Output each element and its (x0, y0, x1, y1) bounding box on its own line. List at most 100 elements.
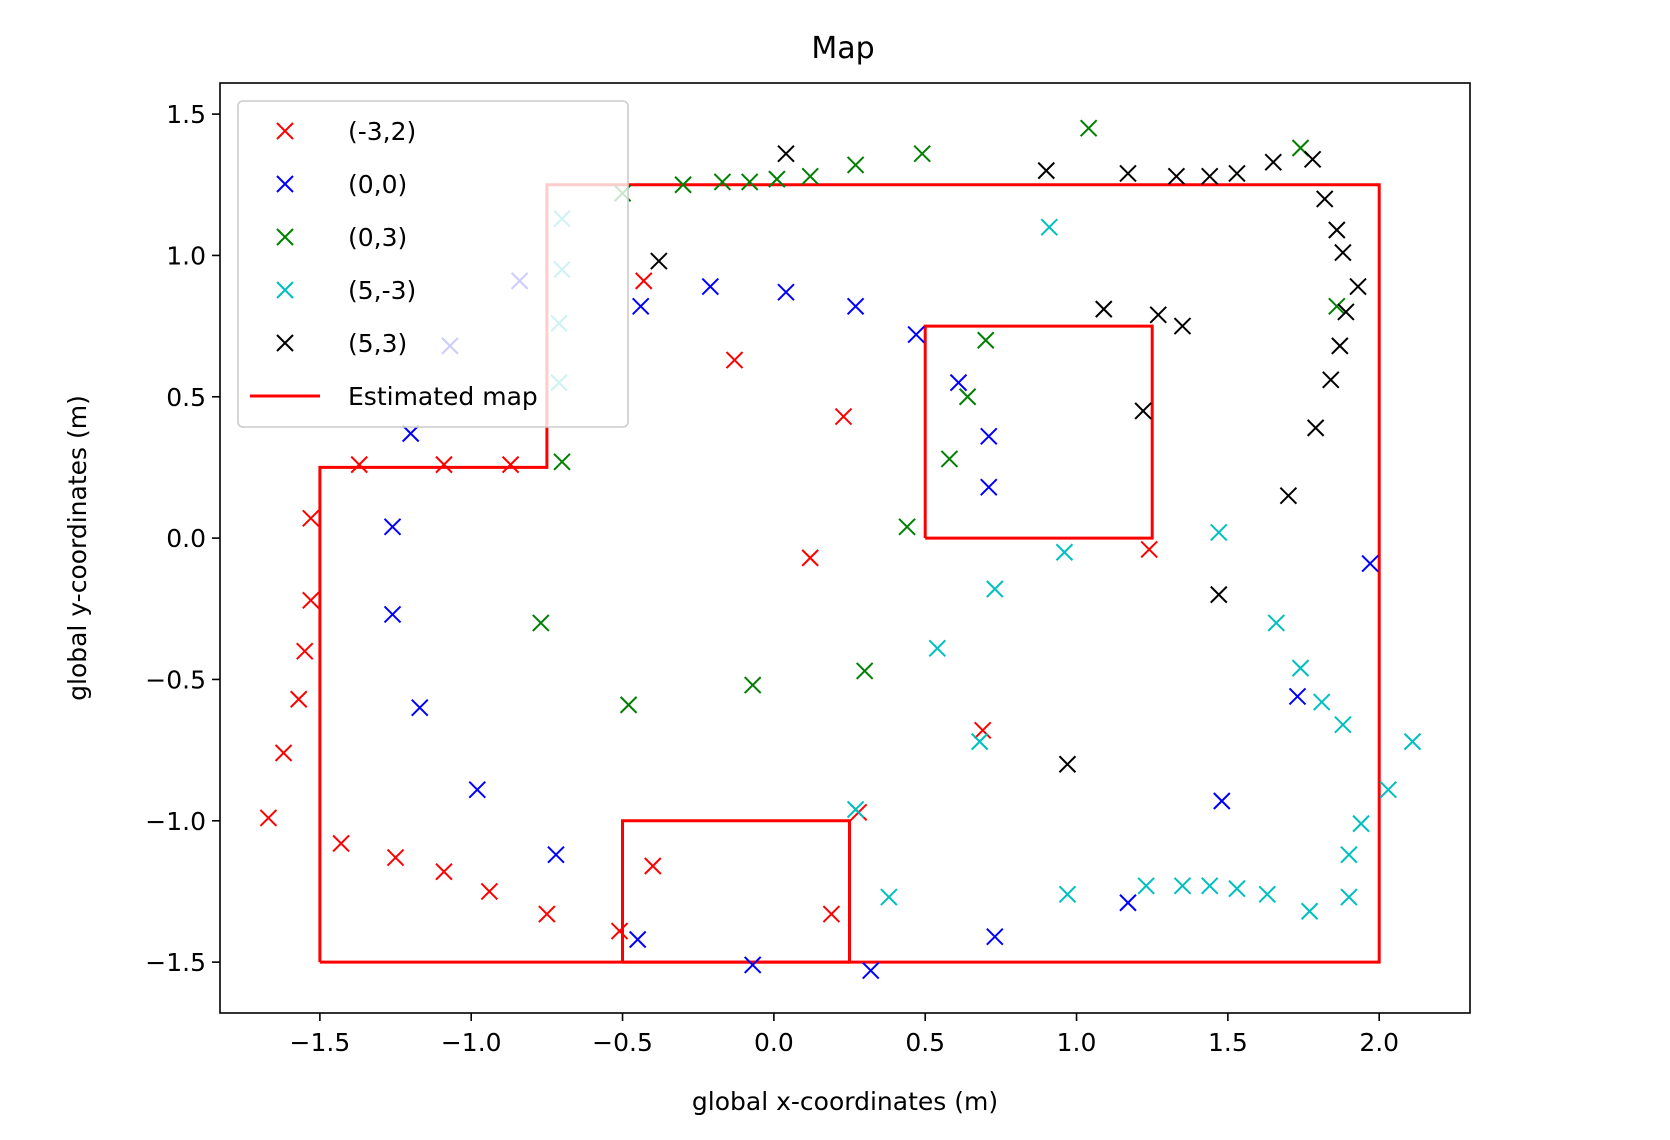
point-series-3-24 (1173, 877, 1192, 895)
point-series-3-5 (1210, 523, 1228, 542)
x-tick-label: 2.0 (1359, 1028, 1399, 1057)
point-series-4-13 (1337, 303, 1355, 321)
point-series-2-17 (898, 518, 916, 536)
point-series-1-17 (980, 427, 998, 446)
y-axis-label: global y-coordinates (m) (63, 395, 92, 701)
point-series-0-12 (501, 455, 520, 474)
estimated-map-segment-1 (923, 324, 1154, 540)
point-series-2-6 (740, 173, 759, 191)
point-series-3-9 (846, 800, 865, 819)
point-series-4-16 (1306, 419, 1325, 437)
point-series-2-7 (768, 170, 786, 188)
y-tick-label: 0.5 (166, 383, 206, 412)
point-series-0-6 (332, 834, 350, 853)
legend-label: Estimated map (348, 382, 538, 411)
point-series-4-0 (650, 252, 668, 270)
legend-marker (276, 228, 294, 246)
point-series-4-3 (1119, 164, 1137, 183)
x-tick-label: −0.5 (592, 1028, 653, 1057)
point-series-4-20 (1149, 306, 1167, 324)
point-series-0-2 (289, 690, 308, 708)
point-series-0-1 (274, 744, 293, 762)
point-series-0-3 (296, 642, 314, 660)
point-series-0-9 (435, 455, 453, 474)
point-series-1-5 (468, 780, 486, 799)
point-series-1-3 (383, 605, 402, 624)
point-series-3-17 (1352, 814, 1370, 833)
point-series-2-0 (553, 453, 571, 471)
point-series-0-17 (725, 351, 744, 369)
y-tick-label: 1.0 (166, 241, 206, 270)
legend-label: (-3,2) (348, 117, 416, 146)
point-series-1-7 (547, 845, 565, 864)
point-series-4-15 (1322, 371, 1340, 389)
point-series-2-9 (846, 156, 865, 174)
point-series-0-22 (974, 721, 992, 740)
point-series-3-18 (1340, 845, 1358, 864)
x-axis-label: global x-coordinates (m) (692, 1087, 998, 1116)
point-series-4-23 (1058, 755, 1077, 773)
point-series-2-8 (801, 167, 819, 185)
point-series-0-4 (302, 591, 320, 610)
point-series-1-20 (1119, 894, 1137, 912)
point-series-2-19 (743, 676, 762, 694)
point-series-2-1 (532, 614, 550, 632)
x-tick-label: 0.0 (754, 1028, 794, 1057)
point-series-0-18 (801, 549, 819, 567)
legend-label: (5,-3) (348, 276, 416, 305)
point-series-0-11 (480, 882, 499, 901)
point-series-4-10 (1328, 221, 1346, 239)
point-series-3-4 (1040, 218, 1059, 236)
point-series-1-15 (907, 325, 925, 344)
plot-border (219, 82, 1471, 1014)
point-series-3-13 (1312, 693, 1331, 711)
point-series-4-17 (1279, 486, 1298, 505)
point-series-2-15 (958, 388, 977, 406)
point-series-3-7 (986, 580, 1004, 598)
point-series-3-25 (1137, 877, 1155, 895)
point-series-1-21 (1213, 792, 1231, 810)
point-series-3-11 (1267, 614, 1286, 632)
legend: (-3,2) (0,0) (0,3) (5,-3) (5,3) Estimated map (237, 100, 629, 428)
point-series-2-5 (713, 173, 732, 191)
point-series-1-1 (401, 424, 420, 443)
legend-label: (5,3) (348, 329, 407, 358)
point-series-3-16 (1379, 780, 1397, 799)
point-series-2-2 (619, 696, 638, 714)
point-series-1-9 (628, 930, 647, 949)
chart-title: Map (811, 31, 874, 66)
point-series-0-7 (350, 455, 368, 474)
point-series-3-22 (1228, 879, 1246, 898)
point-series-4-19 (1095, 300, 1113, 318)
point-series-4-11 (1334, 243, 1352, 262)
legend-marker (276, 122, 294, 140)
point-series-3-14 (1334, 715, 1352, 734)
point-series-3-12 (1291, 659, 1310, 677)
point-series-1-2 (383, 518, 402, 536)
point-series-3-21 (1258, 885, 1276, 903)
point-series-1-12 (743, 956, 762, 974)
point-series-0-8 (386, 848, 405, 867)
point-series-1-14 (862, 961, 880, 980)
point-series-3-10 (970, 732, 989, 751)
point-series-4-12 (1349, 277, 1367, 296)
point-series-3-6 (1055, 543, 1074, 561)
point-series-0-20 (822, 905, 841, 923)
point-series-1-11 (777, 283, 795, 301)
point-series-4-22 (1134, 402, 1152, 420)
x-tick-label: 1.0 (1057, 1028, 1097, 1057)
point-series-4-18 (1210, 585, 1228, 604)
x-tick-label: 1.5 (1208, 1028, 1248, 1057)
estimated-map-segment-2 (621, 819, 851, 964)
legend-marker (276, 175, 294, 193)
point-series-3-19 (1340, 888, 1358, 906)
point-series-4-1 (777, 144, 795, 163)
legend-marker (276, 281, 294, 299)
point-series-2-4 (674, 176, 692, 194)
y-tick-label: 1.5 (166, 100, 206, 129)
legend-box (237, 100, 629, 428)
legend-label: (0,3) (348, 223, 407, 252)
y-tick-label: 0.0 (166, 524, 206, 553)
y-axis: −1.5 −1.0 −0.5 0.0 0.5 1.0 1.5 (145, 100, 220, 977)
